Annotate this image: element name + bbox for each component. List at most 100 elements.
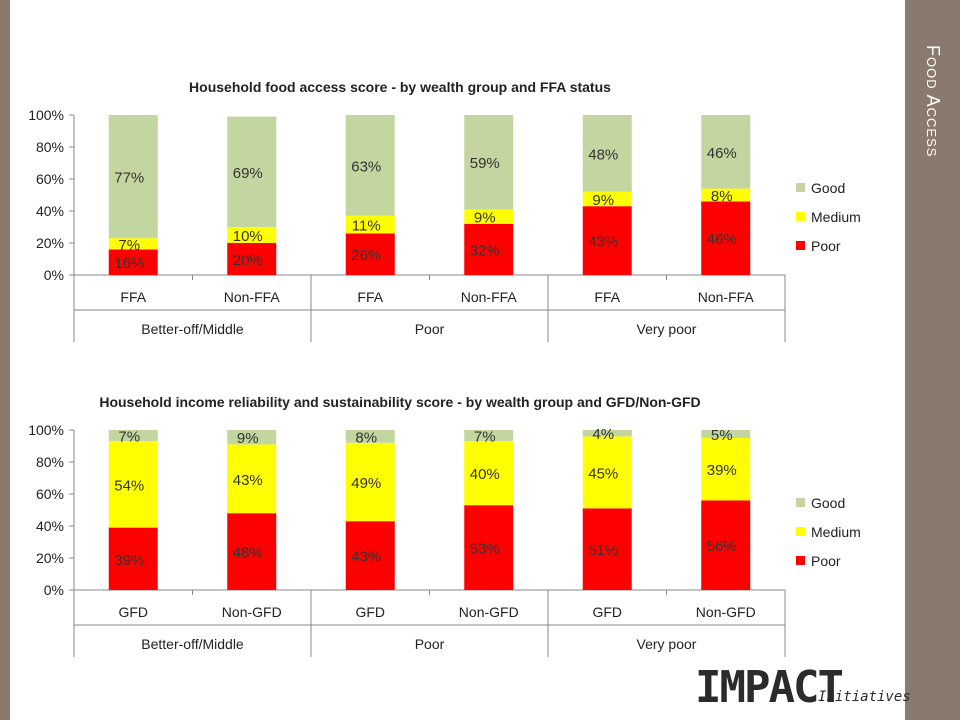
bar-poor xyxy=(582,508,632,590)
data-label-medium: 10% xyxy=(233,228,263,245)
y-tick-label: 60% xyxy=(36,171,64,187)
data-label-good: 48% xyxy=(588,146,618,163)
data-label-medium: 11% xyxy=(352,218,381,235)
x-group-label: Very poor xyxy=(637,636,697,652)
bar-poor xyxy=(108,249,158,275)
data-label-medium: 8% xyxy=(711,188,733,205)
bar-good xyxy=(227,430,277,445)
x-group-label: Poor xyxy=(415,636,445,652)
bar-good xyxy=(701,115,751,189)
x-category-label: GFD xyxy=(592,604,622,620)
chart-title: Household food access score - by wealth … xyxy=(189,79,611,95)
income-reliability-chart: Household income reliability and sustain… xyxy=(28,394,861,657)
data-label-poor: 48% xyxy=(233,545,263,562)
x-category-label: FFA xyxy=(357,289,383,305)
data-label-poor: 26% xyxy=(351,247,381,264)
y-tick-label: 0% xyxy=(44,267,64,283)
data-label-good: 8% xyxy=(355,429,377,446)
data-label-good: 46% xyxy=(707,145,737,162)
bar-poor xyxy=(701,500,751,590)
data-label-medium: 9% xyxy=(474,210,496,227)
x-category-label: FFA xyxy=(120,289,146,305)
data-label-medium: 43% xyxy=(233,472,263,489)
bar-poor xyxy=(464,505,514,590)
side-title: Food Access xyxy=(923,45,943,158)
bar-poor xyxy=(464,223,514,275)
data-label-poor: 46% xyxy=(707,231,737,248)
data-label-good: 7% xyxy=(118,429,140,446)
bar-medium xyxy=(345,442,395,522)
y-tick-label: 100% xyxy=(28,107,64,123)
left-frame-bar xyxy=(0,0,10,720)
data-label-poor: 53% xyxy=(470,541,500,558)
data-label-good: 7% xyxy=(474,429,496,446)
legend-swatch-good xyxy=(796,498,805,507)
data-label-medium: 45% xyxy=(588,465,618,482)
x-group-label: Better-off/Middle xyxy=(141,321,244,337)
bar-poor xyxy=(582,206,632,275)
bar-medium xyxy=(227,227,277,243)
data-label-good: 59% xyxy=(470,155,500,172)
data-label-good: 5% xyxy=(711,427,733,444)
logo-subtitle: Initiatives xyxy=(818,689,911,705)
legend-label-good: Good xyxy=(811,180,845,196)
y-tick-label: 60% xyxy=(36,486,64,502)
y-tick-label: 40% xyxy=(36,203,64,219)
legend-swatch-medium xyxy=(796,527,805,536)
bar-good xyxy=(464,430,514,442)
legend-label-good: Good xyxy=(811,495,845,511)
bar-poor xyxy=(345,521,395,590)
bar-medium xyxy=(464,209,514,224)
bar-poor xyxy=(345,233,395,275)
y-tick-label: 100% xyxy=(28,422,64,438)
data-label-medium: 54% xyxy=(114,477,144,494)
data-label-medium: 7% xyxy=(118,237,140,254)
data-label-poor: 32% xyxy=(470,242,500,259)
x-category-label: Non-GFD xyxy=(459,604,519,620)
data-label-medium: 49% xyxy=(351,475,381,492)
legend-swatch-good xyxy=(796,183,805,192)
bar-good xyxy=(227,116,277,227)
bar-good xyxy=(345,115,395,216)
x-category-label: FFA xyxy=(594,289,620,305)
data-label-good: 69% xyxy=(233,165,263,182)
bar-good xyxy=(582,430,632,437)
bar-good xyxy=(582,115,632,192)
data-label-medium: 40% xyxy=(470,466,500,483)
x-category-label: Non-FFA xyxy=(461,289,518,305)
x-category-label: GFD xyxy=(118,604,148,620)
data-label-good: 9% xyxy=(237,430,259,447)
data-label-poor: 51% xyxy=(588,542,618,559)
food-access-chart: Household food access score - by wealth … xyxy=(28,79,861,342)
data-label-poor: 39% xyxy=(114,552,144,569)
impact-initiatives-logo: IMPACT Initiatives xyxy=(695,662,911,716)
x-category-label: Non-GFD xyxy=(696,604,756,620)
bar-medium xyxy=(582,191,632,207)
x-category-label: Non-GFD xyxy=(222,604,282,620)
x-group-label: Very poor xyxy=(637,321,697,337)
legend-label-poor: Poor xyxy=(811,238,841,254)
bar-good xyxy=(108,430,158,442)
bar-poor xyxy=(227,513,277,590)
chart-title: Household income reliability and sustain… xyxy=(99,394,700,410)
bar-medium xyxy=(701,188,751,202)
data-label-poor: 56% xyxy=(707,538,737,555)
bar-medium xyxy=(227,444,277,514)
data-label-poor: 43% xyxy=(588,234,618,251)
bar-good xyxy=(464,115,514,210)
legend-label-medium: Medium xyxy=(811,209,861,225)
bar-poor xyxy=(701,201,751,275)
bar-medium xyxy=(345,215,395,234)
bar-medium xyxy=(108,441,158,528)
y-tick-label: 80% xyxy=(36,139,64,155)
y-tick-label: 80% xyxy=(36,454,64,470)
bar-good xyxy=(108,115,158,239)
bar-medium xyxy=(582,436,632,509)
bar-medium xyxy=(701,438,751,501)
legend-swatch-poor xyxy=(796,241,805,250)
y-tick-label: 20% xyxy=(36,235,64,251)
y-tick-label: 0% xyxy=(44,582,64,598)
bar-good xyxy=(701,430,751,438)
data-label-poor: 43% xyxy=(351,549,381,566)
data-label-medium: 9% xyxy=(592,192,614,209)
